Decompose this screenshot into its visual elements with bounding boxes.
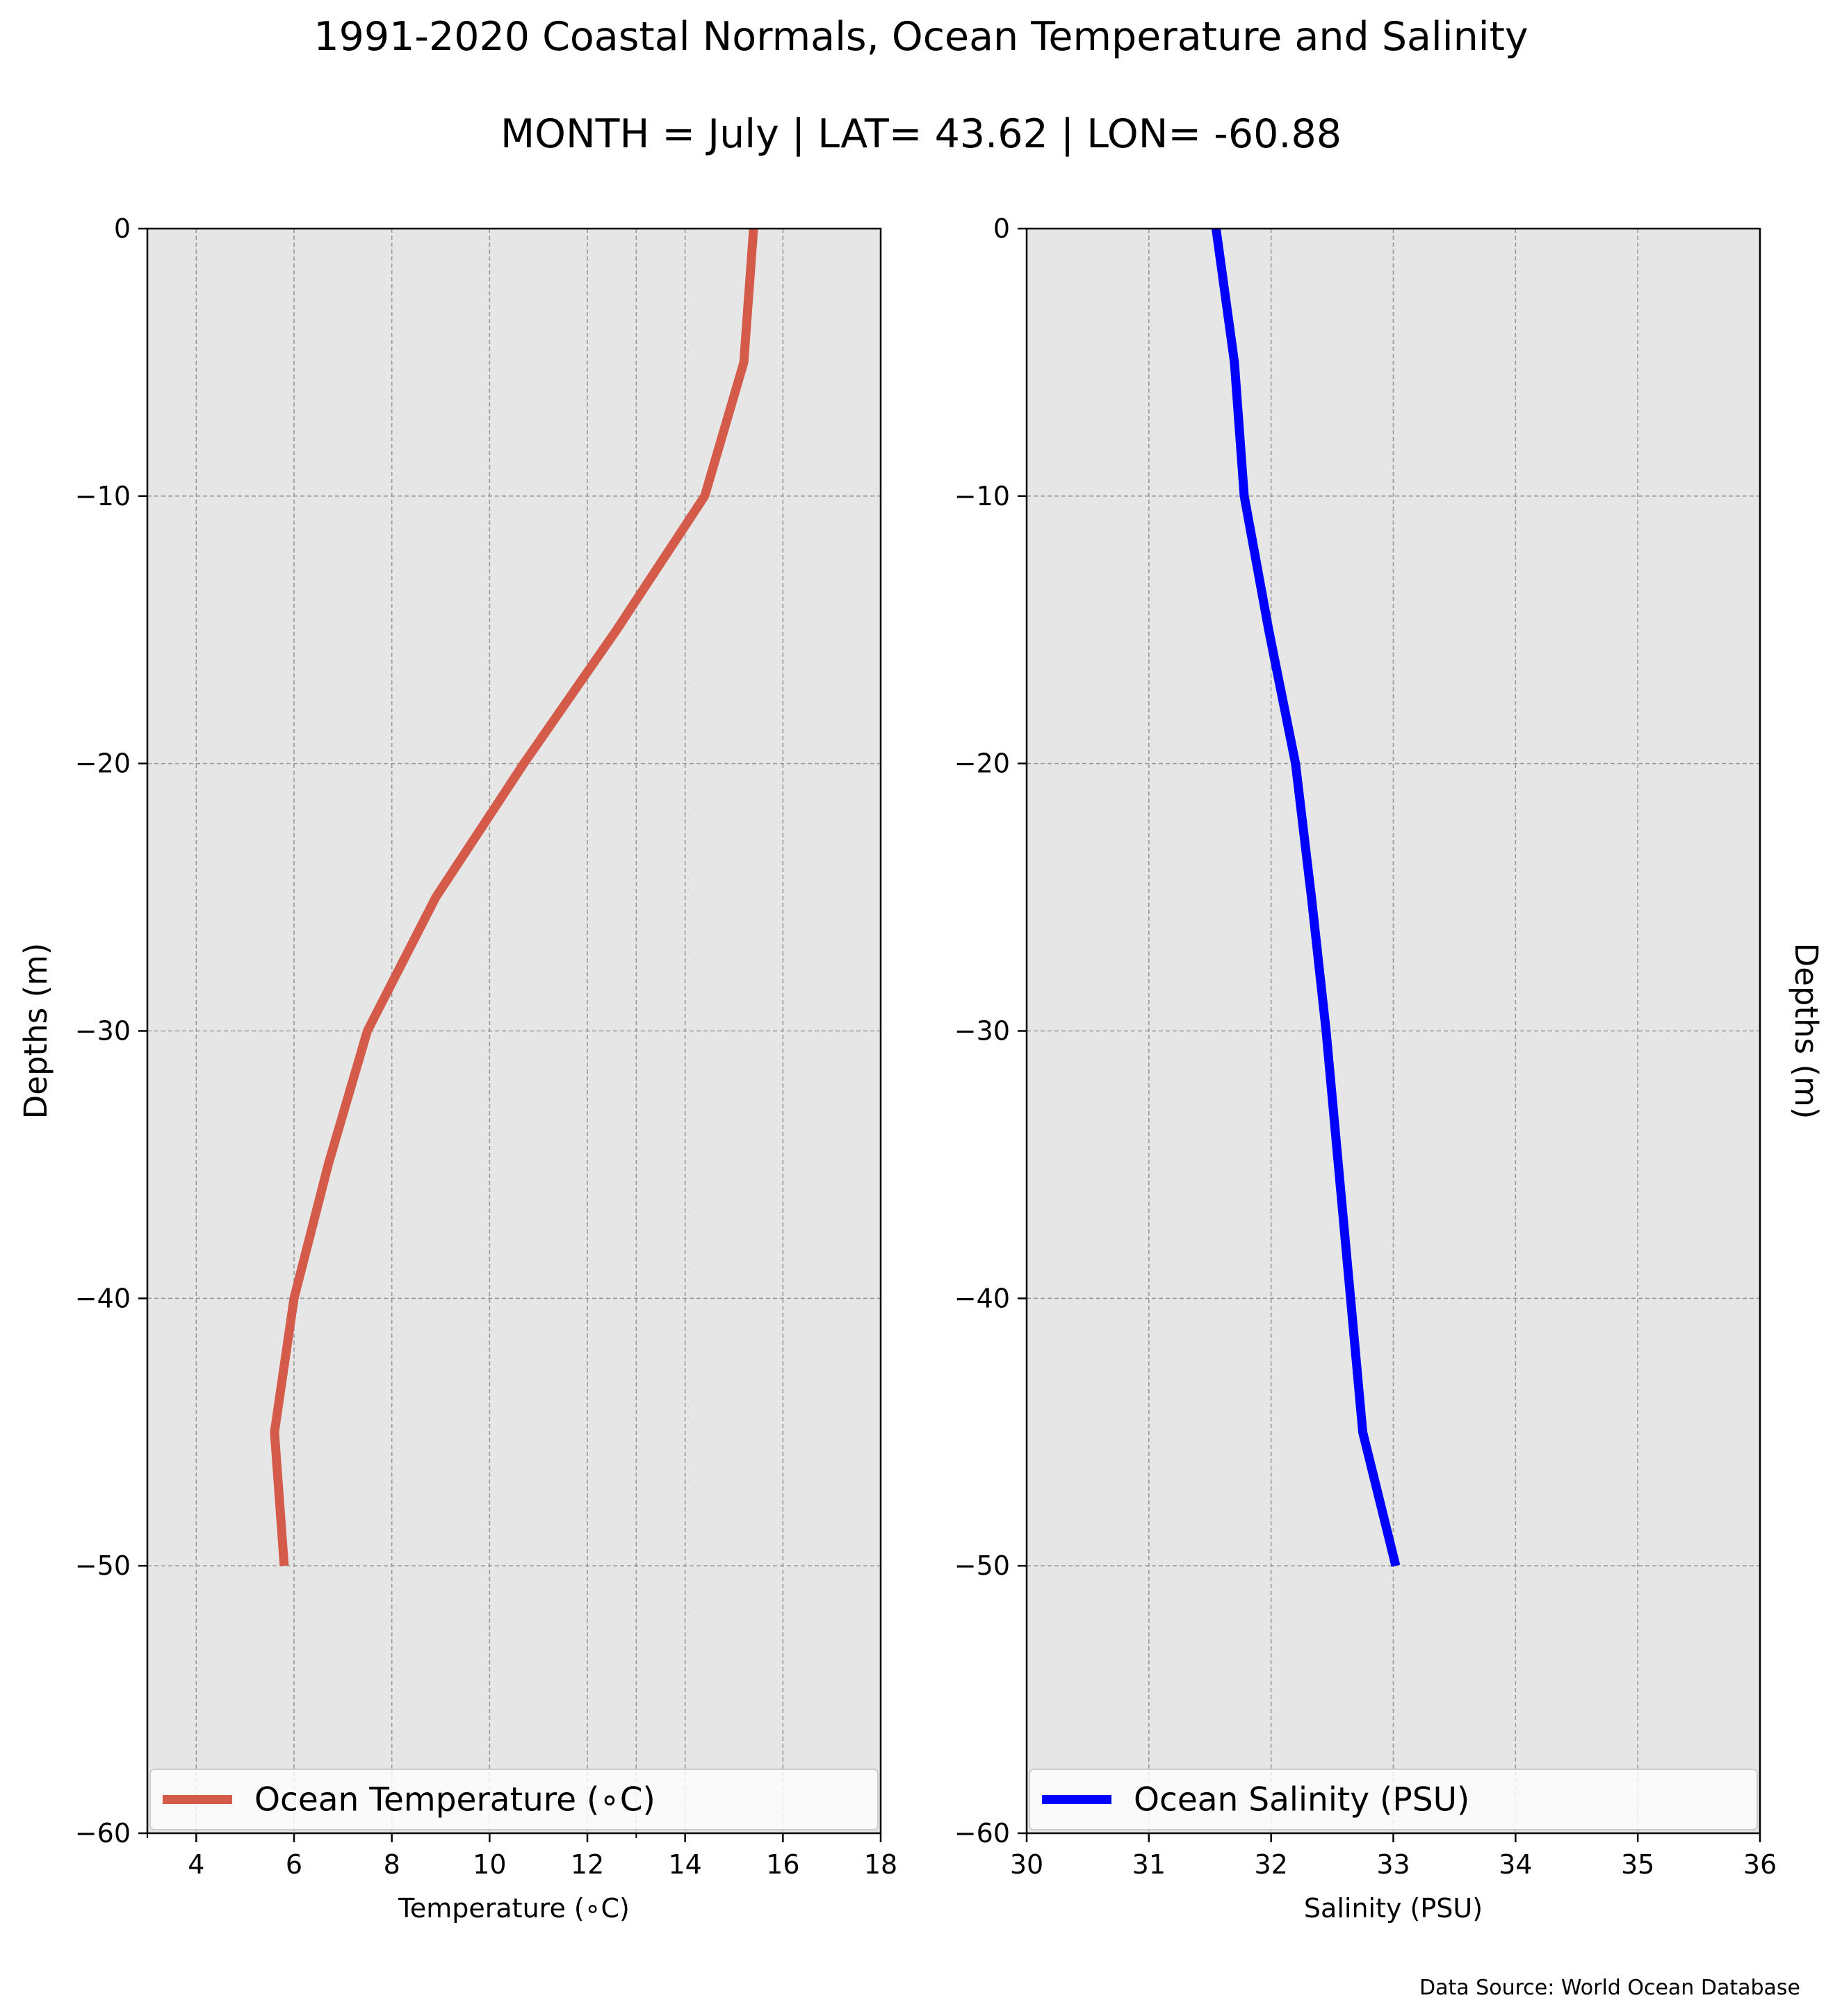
- temp-xtick-label: 6: [286, 1849, 302, 1880]
- temp-ytick-label: −60: [75, 1818, 131, 1849]
- sal-data-point: [1311, 896, 1312, 898]
- temp-xtick-label: 12: [571, 1849, 604, 1880]
- sal-xtick-label: 32: [1254, 1849, 1287, 1880]
- temp-ytick-label: −40: [75, 1283, 131, 1313]
- sal-xtick-label: 34: [1499, 1849, 1532, 1880]
- temp-legend-box: [149, 1769, 879, 1830]
- temp-xtick-label: 10: [473, 1849, 506, 1880]
- temp-ytick-label: −10: [75, 481, 131, 511]
- temp-yaxis-label: Depths (m): [17, 943, 54, 1120]
- temp-xtick-label: 4: [188, 1849, 204, 1880]
- sal-data-point: [1244, 495, 1245, 497]
- data-source-note: Data Source: World Ocean Database: [1419, 1976, 1800, 2000]
- sal-xtick-label: 30: [1010, 1849, 1043, 1880]
- temp-legend-label: Ocean Temperature (∘C): [254, 1781, 655, 1819]
- temp-ytick-label: 0: [114, 213, 131, 244]
- temp-plot-area: [147, 229, 881, 1833]
- temp-ytick-label: −50: [75, 1550, 131, 1581]
- sal-xaxis-label: Salinity (PSU): [1304, 1893, 1483, 1924]
- chart-subtitle: MONTH = July | LAT= 43.62 | LON= -60.88: [500, 111, 1342, 157]
- sal-legend-label: Ocean Salinity (PSU): [1134, 1781, 1469, 1819]
- sal-ytick-label: −40: [954, 1283, 1010, 1313]
- salinity-panel: 30 31 32 33 34 35 36 0 −10 −20 −30 −40 −50 −60 Salinit…: [954, 213, 1825, 1924]
- temp-grid: [147, 229, 881, 1833]
- temp-data-point: [523, 763, 525, 764]
- temp-legend: Ocean Temperature (∘C): [149, 1769, 879, 1830]
- sal-ytick-label: −60: [954, 1818, 1010, 1849]
- sal-ytick-label: −50: [954, 1550, 1010, 1581]
- sal-xtick-label: 36: [1743, 1849, 1777, 1880]
- temp-data-point: [327, 1164, 329, 1165]
- temp-xtick-label: 18: [864, 1849, 897, 1880]
- temp-xtick-label: 16: [766, 1849, 799, 1880]
- temp-xtick-label: 8: [384, 1849, 400, 1880]
- sal-ytick-label: −20: [954, 748, 1010, 779]
- sal-ytick-label: −30: [954, 1016, 1010, 1047]
- temp-ytick-label: −30: [75, 1016, 131, 1047]
- temp-data-point: [435, 896, 437, 898]
- temp-xtick-label: 14: [668, 1849, 701, 1880]
- sal-ytick-label: 0: [993, 213, 1010, 244]
- temperature-panel: 4 6 8 10 12 14 16 18 0 −10 −20 −30 −40 −50 −60 Temperat…: [17, 213, 897, 1924]
- sal-grid: [1027, 229, 1760, 1833]
- sal-data-point: [1295, 763, 1296, 764]
- temp-data-point: [704, 495, 706, 497]
- sal-xtick-label: 31: [1132, 1849, 1166, 1880]
- temp-data-point: [293, 1297, 295, 1299]
- sal-legend: Ocean Salinity (PSU): [1029, 1769, 1758, 1830]
- sal-legend-box: [1029, 1769, 1758, 1830]
- sal-xtick-label: 35: [1621, 1849, 1654, 1880]
- chart-title: 1991-2020 Coastal Normals, Ocean Tempera…: [313, 14, 1528, 60]
- temp-ytick-label: −20: [75, 748, 131, 779]
- sal-yaxis-label: Depths (m): [1788, 943, 1825, 1120]
- sal-ytick-label: −10: [954, 481, 1010, 511]
- sal-data-point: [1337, 1164, 1339, 1165]
- sal-xtick-label: 33: [1376, 1849, 1410, 1880]
- temp-xaxis-label: Temperature (∘C): [398, 1893, 630, 1924]
